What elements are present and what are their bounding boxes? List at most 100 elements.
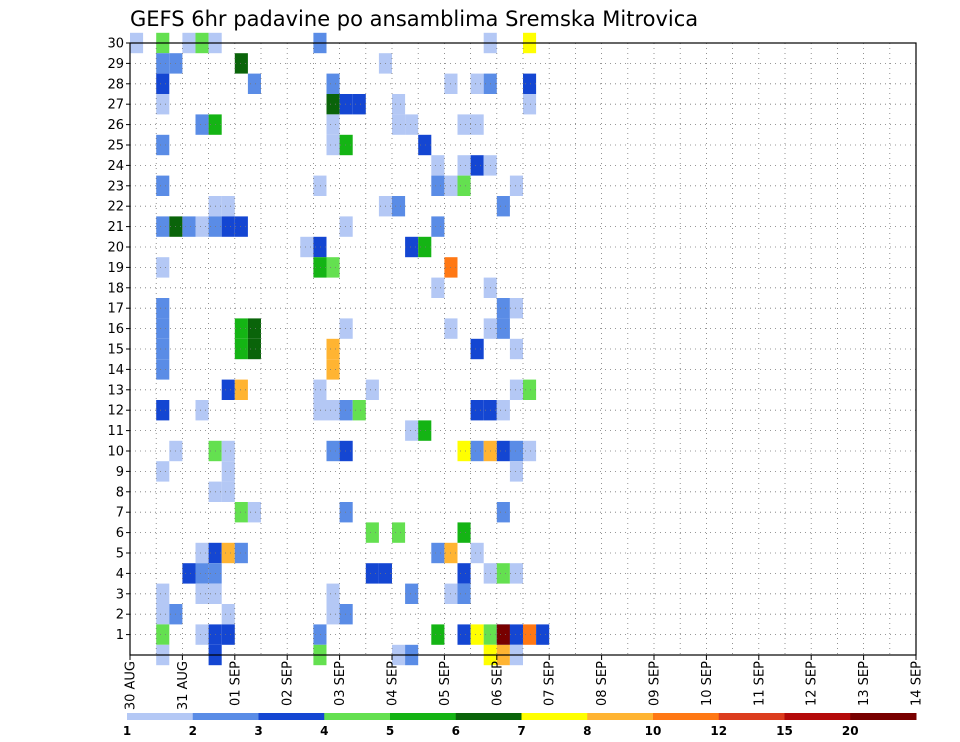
y-tick-label: 8 (116, 485, 124, 500)
precip-cell (496, 196, 510, 217)
y-tick-label: 12 (107, 404, 124, 419)
y-tick-label: 27 (107, 98, 124, 113)
precip-cell (195, 542, 209, 564)
precip-cell (418, 134, 432, 156)
precip-cell (509, 338, 523, 360)
precip-cell (156, 359, 170, 380)
precip-cell (339, 216, 353, 237)
precip-cell (195, 624, 209, 645)
precip-cell (470, 400, 484, 421)
precip-cell (470, 73, 484, 94)
x-tick-label: 12 SEP (805, 661, 820, 706)
y-tick-label: 22 (107, 200, 124, 215)
y-tick-label: 14 (107, 363, 124, 378)
colorbar-tick-label: 8 (583, 724, 591, 738)
x-tick-label: 05 SEP (438, 661, 453, 706)
precip-cell (339, 318, 353, 339)
colorbar-swatch (192, 713, 259, 720)
precip-cell (221, 196, 235, 217)
colorbar-swatch (127, 713, 194, 720)
precip-cell (326, 359, 340, 380)
y-tick-label: 9 (116, 465, 124, 480)
y-tick-label: 4 (116, 567, 124, 582)
precip-cell (326, 338, 340, 360)
x-tick-label: 04 SEP (386, 661, 401, 706)
colorbar-tick-label: 1 (123, 724, 131, 738)
y-tick-label: 1 (116, 628, 124, 643)
precip-cell (221, 461, 235, 482)
colorbar-swatch (258, 713, 325, 720)
precip-cell (352, 94, 366, 115)
precip-cell (509, 624, 523, 645)
precip-cell (392, 114, 406, 135)
precip-cell (536, 624, 550, 645)
y-tick-label: 19 (107, 261, 124, 276)
precip-cell (405, 583, 419, 604)
precip-cell (509, 440, 523, 462)
precip-cell (509, 461, 523, 482)
precip-cell (392, 522, 406, 543)
x-tick-label: 09 SEP (648, 661, 663, 706)
x-tick-label: 08 SEP (595, 661, 610, 706)
precip-cell (523, 94, 537, 115)
precip-cell (300, 236, 314, 258)
colorbar-tick-label: 4 (320, 724, 328, 738)
chart-title: GEFS 6hr padavine po ansamblima Sremska … (130, 7, 698, 31)
x-tick-label: 14 SEP (910, 661, 925, 706)
precip-cell (195, 400, 209, 421)
y-tick-label: 5 (116, 547, 124, 562)
precip-cell (339, 440, 353, 462)
precip-cell (365, 522, 379, 543)
x-tick-label: 07 SEP (543, 661, 558, 706)
colorbar-tick-label: 12 (710, 724, 727, 738)
precip-cell (156, 216, 170, 237)
y-tick-label: 24 (107, 159, 124, 174)
precip-cell (313, 236, 327, 258)
precip-cell (234, 216, 248, 237)
precip-cell (457, 583, 471, 604)
precip-cell (326, 440, 340, 462)
precip-cell (339, 134, 353, 156)
colorbar-swatch (390, 713, 457, 720)
y-tick-label: 13 (107, 383, 124, 398)
precip-cell (457, 114, 471, 135)
precip-cell (195, 216, 209, 237)
precip-cell (431, 624, 445, 645)
precip-cell (523, 379, 537, 400)
precip-cell (352, 400, 366, 421)
colorbar-swatch (850, 713, 917, 720)
precip-cell (392, 196, 406, 217)
colorbar-tick-label: 2 (189, 724, 197, 738)
y-tick-label: 18 (107, 281, 124, 296)
precip-cell (509, 175, 523, 196)
y-tick-label: 2 (116, 608, 124, 623)
precip-cell (470, 624, 484, 645)
y-tick-label: 6 (116, 526, 124, 541)
colorbar-swatch (718, 713, 785, 720)
y-tick-label: 25 (107, 139, 124, 154)
precip-cell (156, 73, 170, 94)
precip-cell (523, 73, 537, 94)
precip-cell (234, 502, 248, 523)
precip-cell (523, 624, 537, 645)
precip-cell (457, 175, 471, 196)
y-tick-label: 23 (107, 179, 124, 194)
colorbar: 1 2 3 4 5 6 7 8 10 12 15 20 (123, 713, 917, 738)
precip-cell (156, 257, 170, 278)
precip-cell (339, 94, 353, 115)
precip-cell (234, 318, 248, 339)
precip-cell (405, 114, 419, 135)
precip-cell (365, 563, 379, 584)
precip-cell (156, 298, 170, 319)
y-tick-label: 20 (107, 241, 124, 256)
precip-cell (156, 604, 170, 625)
precip-cell (418, 236, 432, 258)
precip-cell (313, 175, 327, 196)
precip-cell (365, 379, 379, 400)
precip-cell (470, 338, 484, 360)
y-tick-label: 3 (116, 587, 124, 602)
precip-cell (523, 440, 537, 462)
precip-cell (496, 298, 510, 319)
precip-cell (431, 216, 445, 237)
